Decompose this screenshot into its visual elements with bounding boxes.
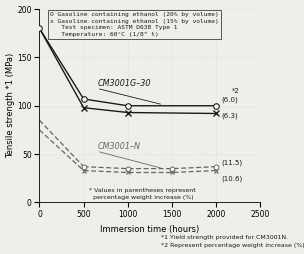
Text: *2 Represent percentage weight increase (%): *2 Represent percentage weight increase … [161, 243, 304, 248]
Text: (10.6): (10.6) [222, 175, 243, 182]
X-axis label: Immersion time (hours): Immersion time (hours) [100, 225, 199, 234]
Text: (11.5): (11.5) [222, 160, 243, 166]
Text: *2: *2 [232, 88, 240, 94]
Text: * Values in parentheses represent
  percentage weight increase (%): * Values in parentheses represent percen… [89, 188, 196, 200]
Y-axis label: Tensile strength *1 (MPa): Tensile strength *1 (MPa) [5, 53, 15, 158]
Text: CM3001–N: CM3001–N [97, 142, 140, 151]
Text: CM3001G–30: CM3001G–30 [97, 80, 151, 88]
Text: (6.3): (6.3) [222, 112, 238, 119]
Text: *1 Yield strength provided for CM3001N.: *1 Yield strength provided for CM3001N. [161, 235, 288, 240]
Text: (6.0): (6.0) [222, 97, 238, 103]
Text: O Gasoline containing ethanol (20% by volume)
x Gasoline containing ethanol (15%: O Gasoline containing ethanol (20% by vo… [50, 12, 219, 37]
